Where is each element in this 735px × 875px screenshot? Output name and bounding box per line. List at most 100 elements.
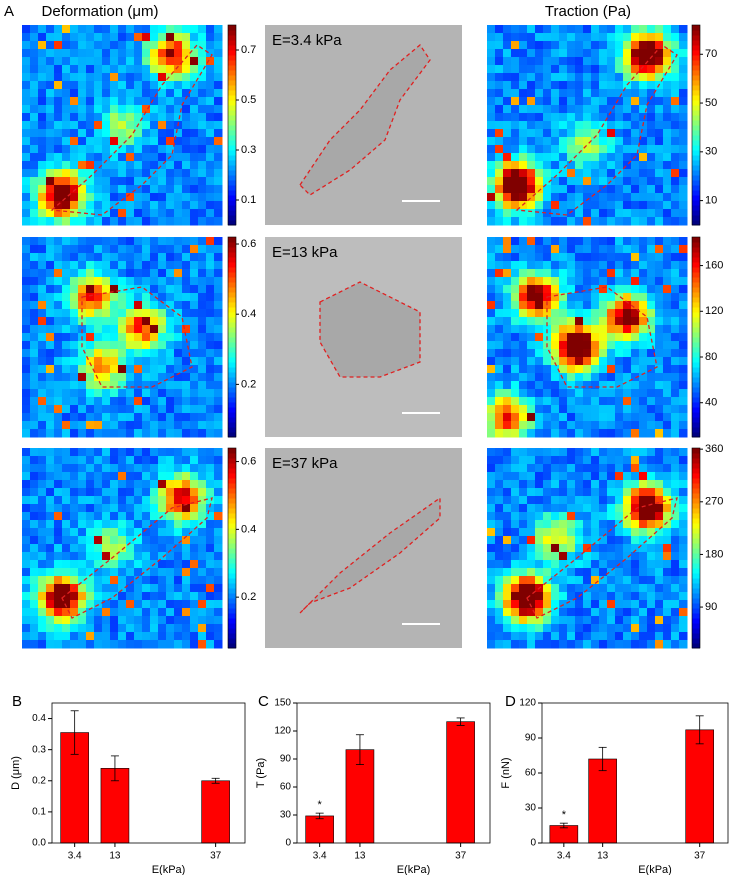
heat-cell — [655, 520, 664, 529]
heat-cell — [551, 285, 560, 294]
heat-cell — [94, 421, 103, 430]
colorbar-segment — [228, 412, 236, 418]
heat-cell — [575, 169, 584, 178]
heat-cell — [519, 448, 528, 457]
heat-cell — [551, 33, 560, 42]
heat-cell — [535, 325, 544, 334]
heat-cell — [551, 57, 560, 66]
heat-cell — [54, 145, 63, 154]
heat-cell — [190, 448, 199, 457]
heat-cell — [647, 584, 656, 593]
heat-cell — [487, 552, 496, 561]
colorbar-segment — [692, 628, 700, 634]
heat-cell — [511, 472, 520, 481]
heat-cell — [647, 576, 656, 585]
heat-cell — [543, 512, 552, 521]
heat-cell — [46, 472, 55, 481]
heat-cell — [519, 421, 528, 430]
heat-cell — [158, 584, 167, 593]
heat-cell — [86, 608, 95, 617]
heat-cell — [495, 89, 504, 98]
heat-cell — [142, 552, 151, 561]
heat-cell — [503, 301, 512, 310]
colorbar-segment — [228, 392, 236, 398]
heat-cell — [150, 57, 159, 66]
heat-cell — [607, 97, 616, 106]
heat-cell — [62, 504, 71, 513]
colorbar-segment — [228, 448, 236, 454]
colorbar-segment — [692, 387, 700, 393]
heat-cell — [599, 608, 608, 617]
heat-cell — [118, 89, 127, 98]
heat-cell — [503, 137, 512, 146]
heat-cell — [527, 624, 536, 633]
heat-cell — [559, 121, 568, 130]
heat-cell — [503, 209, 512, 218]
heat-cell — [102, 97, 111, 106]
heat-cell — [511, 57, 520, 66]
heat-cell — [663, 341, 672, 350]
heat-cell — [503, 560, 512, 569]
heat-cell — [158, 253, 167, 262]
heat-cell — [527, 365, 536, 374]
heat-cell — [527, 552, 536, 561]
heat-cell — [487, 488, 496, 497]
heat-cell — [158, 25, 167, 34]
heat-cell — [551, 73, 560, 82]
heat-cell — [166, 405, 175, 414]
heat-cell — [583, 472, 592, 481]
heat-cell — [142, 293, 151, 302]
heat-cell — [639, 576, 648, 585]
heat-cell — [198, 624, 207, 633]
heat-cell — [663, 209, 672, 218]
heat-cell — [559, 317, 568, 326]
heat-cell — [54, 317, 63, 326]
heat-cell — [158, 600, 167, 609]
heat-cell — [182, 480, 191, 489]
heat-cell — [86, 153, 95, 162]
heat-cell — [158, 129, 167, 138]
heat-cell — [78, 177, 87, 186]
heat-cell — [495, 137, 504, 146]
heat-cell — [118, 600, 127, 609]
heat-cell — [142, 405, 151, 414]
heat-cell — [511, 405, 520, 414]
heat-cell — [94, 41, 103, 50]
heat-cell — [543, 81, 552, 90]
heat-cell — [22, 480, 31, 489]
heat-cell — [54, 209, 63, 218]
heat-cell — [511, 73, 520, 82]
heat-cell — [38, 349, 47, 358]
colorbar-segment — [692, 623, 700, 629]
heat-cell — [94, 49, 103, 58]
heat-cell — [679, 456, 688, 465]
heat-cell — [503, 584, 512, 593]
x-tick-label: 13 — [354, 851, 366, 862]
heat-cell — [623, 49, 632, 58]
heat-cell — [671, 209, 680, 218]
heat-cell — [78, 421, 87, 430]
heat-cell — [591, 153, 600, 162]
heat-cell — [575, 512, 584, 521]
heat-cell — [567, 97, 576, 106]
heat-cell — [150, 333, 159, 342]
colorbar-segment — [692, 170, 700, 176]
heat-cell — [631, 161, 640, 170]
heat-cell — [182, 592, 191, 601]
heat-cell — [591, 217, 600, 226]
heat-cell — [599, 397, 608, 406]
heat-cell — [86, 41, 95, 50]
heat-cell — [503, 65, 512, 74]
heat-cell — [126, 301, 135, 310]
heat-cell — [647, 277, 656, 286]
heat-cell — [54, 448, 63, 457]
heat-cell — [182, 421, 191, 430]
colorbar-segment — [692, 463, 700, 469]
heat-cell — [54, 576, 63, 585]
heat-cell — [126, 277, 135, 286]
heat-cell — [679, 357, 688, 366]
y-tick-label: 120 — [519, 698, 536, 709]
heat-cell — [583, 81, 592, 90]
heat-cell — [46, 41, 55, 50]
heat-cell — [94, 245, 103, 254]
